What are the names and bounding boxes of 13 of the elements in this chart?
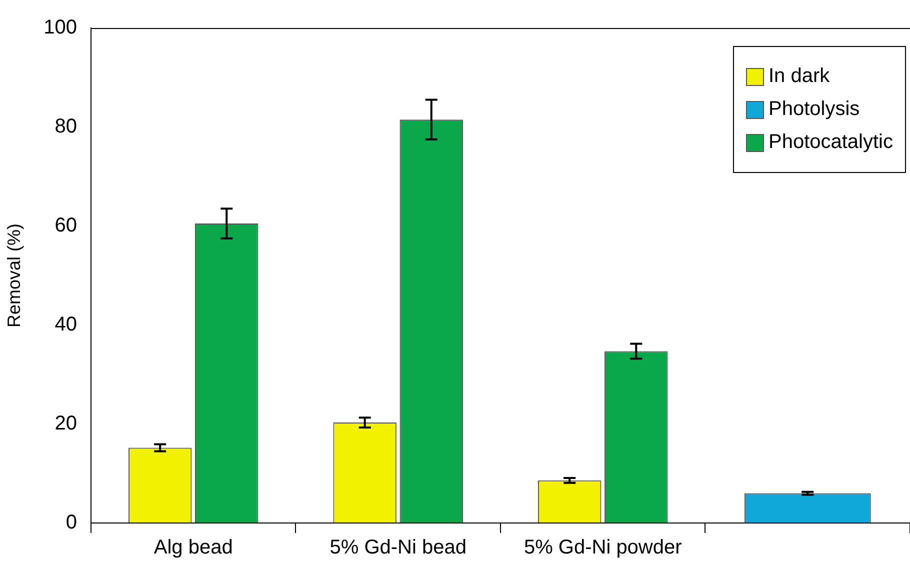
y-axis-title: Removal (%) [4,223,24,328]
y-tick-label: 60 [54,214,77,237]
legend-label: Photocatalytic [768,131,893,154]
y-tick-label: 80 [54,116,77,138]
x-tick-label: 5% Gd-Ni bead [330,536,466,559]
y-tick-label: 40 [54,314,77,336]
y-tick-label: 20 [54,412,77,435]
y-tick-label: 100 [44,16,77,39]
x-tick-label: 5% Gd-Ni powder [524,536,682,559]
y-tick-label: 0 [66,512,77,534]
legend-label: Photolysis [768,98,860,121]
legend-label: In dark [768,65,830,88]
x-tick-label: Alg bead [154,536,233,559]
